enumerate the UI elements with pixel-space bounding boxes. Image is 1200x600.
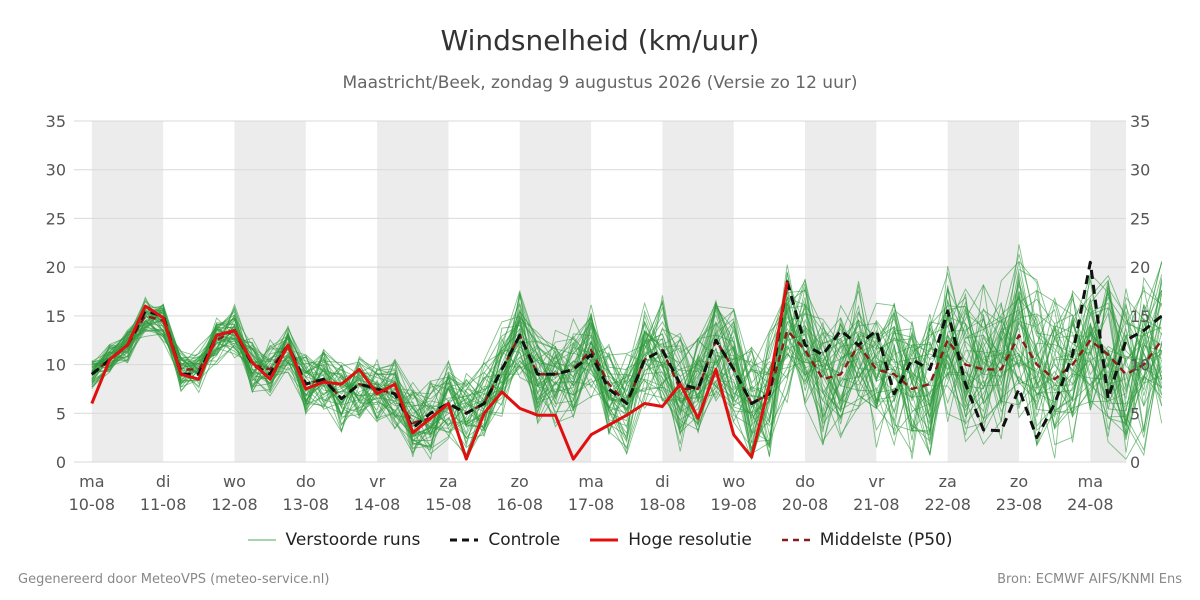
legend-swatch-ensemble	[247, 539, 276, 541]
y-tick-label-left: 5	[56, 404, 66, 423]
x-tick-day: zo	[1010, 472, 1028, 491]
x-tick-date: 15-08	[425, 495, 472, 514]
x-tick-date: 20-08	[782, 495, 829, 514]
y-tick-label-right: 25	[1130, 209, 1150, 228]
footer-source: Bron: ECMWF AIFS/KNMI Ens	[997, 572, 1182, 587]
y-tick-label-left: 35	[46, 112, 66, 131]
footer-generator: Gegenereerd door MeteoVPS (meteo-service…	[18, 572, 330, 587]
y-tick-label-left: 30	[46, 161, 66, 180]
x-tick-date: 24-08	[1067, 495, 1114, 514]
x-tick-date: 21-08	[853, 495, 900, 514]
y-tick-label-right: 0	[1130, 453, 1140, 472]
legend-label-median: Middelste (P50)	[819, 530, 953, 550]
y-tick-label-right: 35	[1130, 112, 1150, 131]
ensemble-member-line	[91, 306, 1163, 454]
legend-label-ensemble: Verstoorde runs	[285, 530, 421, 550]
x-tick-day: za	[439, 472, 457, 491]
x-tick-date: 14-08	[354, 495, 401, 514]
x-tick-day: ma	[79, 472, 104, 491]
main-lines	[90, 260, 1163, 461]
x-tick-day: di	[655, 472, 670, 491]
ensemble-member-line	[91, 271, 1163, 442]
ensemble-member-line	[91, 276, 1163, 450]
ensemble-member-line	[91, 291, 1163, 450]
y-tick-label-left: 25	[46, 209, 66, 228]
legend-item-ensemble[interactable]: Verstoorde runs	[247, 530, 421, 550]
x-tick-date: 10-08	[69, 495, 116, 514]
x-tick-day: wo	[223, 472, 246, 491]
x-tick-date: 16-08	[497, 495, 544, 514]
legend-item-control[interactable]: Controle	[450, 530, 560, 550]
ensemble-member-line	[91, 268, 1162, 448]
x-tick-date: 12-08	[211, 495, 258, 514]
y-tick-label-right: 15	[1130, 307, 1150, 326]
y-tick-label-right: 30	[1130, 161, 1150, 180]
y-tick-label-left: 20	[46, 258, 66, 277]
x-tick-date: 13-08	[283, 495, 330, 514]
y-tick-label-left: 0	[56, 453, 66, 472]
x-tick-date: 17-08	[568, 495, 615, 514]
x-tick-day: do	[296, 472, 316, 491]
x-tick-day: zo	[511, 472, 529, 491]
day-shade-12-08	[234, 121, 306, 462]
x-tick-day: di	[156, 472, 171, 491]
legend-swatch-hires	[590, 538, 619, 542]
ensemble-member-line	[91, 261, 1163, 452]
x-tick-date: 11-08	[140, 495, 187, 514]
chart-subtitle: Maastricht/Beek, zondag 9 augustus 2026 …	[342, 73, 858, 93]
ensemble-member-line	[91, 260, 1163, 442]
x-tick-day: za	[939, 472, 957, 491]
chart-title: Windsnelheid (km/uur)	[440, 24, 760, 57]
legend-swatch-control	[450, 538, 479, 542]
x-tick-date: 22-08	[924, 495, 971, 514]
ensemble-member-line	[91, 305, 1163, 456]
day-shade-10-08	[91, 121, 164, 462]
x-tick-day: wo	[722, 472, 745, 491]
x-tick-date: 18-08	[639, 495, 686, 514]
legend-item-hires[interactable]: Hoge resolutie	[590, 530, 752, 550]
ensemble-member-line	[91, 279, 1163, 460]
ensemble-member-line	[91, 290, 1163, 446]
legend-swatch-median	[781, 538, 810, 542]
y-tick-label-right: 20	[1130, 258, 1150, 277]
y-tick-label-left: 15	[46, 307, 66, 326]
x-tick-day: ma	[1078, 472, 1103, 491]
x-tick-day: ma	[578, 472, 603, 491]
y-tick-label-left: 10	[46, 356, 66, 375]
x-tick-day: vr	[369, 472, 385, 491]
y-tick-label-right: 10	[1130, 356, 1150, 375]
y-tick-label-right: 5	[1130, 404, 1140, 423]
legend: Verstoorde runs Controle Hoge resolutie …	[0, 530, 1200, 550]
legend-label-control: Controle	[488, 530, 561, 550]
ensemble-member-line	[91, 288, 1162, 447]
day-shade-16-08	[519, 121, 592, 462]
hires-line	[90, 281, 789, 461]
ensemble-member-line	[91, 281, 1163, 434]
legend-label-hires: Hoge resolutie	[628, 530, 752, 550]
control-line	[90, 260, 1163, 440]
x-tick-date: 19-08	[710, 495, 757, 514]
x-tick-date: 23-08	[996, 495, 1043, 514]
axes: 0 0 5 5 10 10 15 15 20 20 25 25 30 30 35 35 ma 10-08 di 11-…	[46, 112, 1151, 514]
x-tick-day: vr	[868, 472, 884, 491]
ensemble-member-line	[91, 289, 1163, 451]
legend-item-median[interactable]: Middelste (P50)	[781, 530, 953, 550]
x-tick-day: do	[795, 472, 815, 491]
